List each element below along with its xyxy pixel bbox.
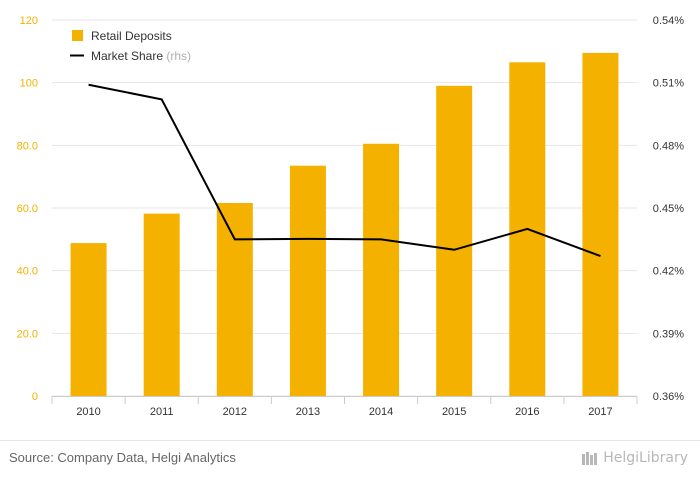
bar: [216, 202, 253, 396]
x-tick-label: 2014: [369, 406, 393, 418]
chart: 0 0.36% 20.0 0.39% 40.0 0.42% 60.0 0.45% 80.0 0.4…: [17, 15, 685, 418]
y-left-tick-label: 100: [20, 78, 38, 90]
y-left-tick-label: 40.0: [17, 266, 38, 278]
chart-svg: 0 0.36% 20.0 0.39% 40.0 0.42% 60.0 0.45% 80.0 0.4…: [17, 15, 685, 418]
x-tick-label: 2010: [76, 406, 100, 418]
legend-label-market-share: Market Share (rhs): [91, 49, 191, 63]
y-right-tick-label: 0.45%: [653, 203, 684, 215]
y-right-tick-label: 0.54%: [653, 15, 684, 27]
y-left-tick-label: 60.0: [17, 203, 38, 215]
bar: [143, 213, 180, 396]
y-right-tick-label: 0.51%: [653, 78, 684, 90]
y-left-tick-label: 120: [20, 15, 38, 27]
x-tick-label: 2012: [223, 406, 247, 418]
y-right-tick-label: 0.39%: [653, 328, 684, 340]
y-left-tick-label: 80.0: [17, 140, 38, 152]
x-tick-label: 2011: [150, 406, 174, 418]
footer-divider: [0, 440, 700, 441]
bar: [363, 143, 400, 396]
legend-label-retail-deposits: Retail Deposits: [91, 29, 172, 43]
bar: [582, 52, 619, 397]
x-tick-label: 2016: [515, 406, 539, 418]
bar: [289, 165, 326, 396]
x-tick-label: 2015: [442, 406, 466, 418]
y-left-tick-label: 20.0: [17, 328, 38, 340]
market-share-line: [88, 83, 601, 257]
x-tick-label: 2013: [296, 406, 320, 418]
y-right-tick-label: 0.48%: [653, 140, 684, 152]
legend-swatch-retail-deposits: [72, 30, 83, 41]
y-left-tick-label: 0: [32, 391, 38, 403]
bar: [70, 243, 107, 396]
y-right-tick-label: 0.42%: [653, 266, 684, 278]
y-right-tick-label: 0.36%: [653, 391, 684, 403]
x-tick-label: 2017: [588, 406, 612, 418]
brand-logo[interactable]: HelgiLibrary: [581, 450, 688, 466]
footer: Source: Company Data, Helgi Analytics He…: [0, 440, 700, 483]
library-icon: [582, 452, 598, 465]
source-text: Source: Company Data, Helgi Analytics: [9, 450, 236, 465]
brand-name: HelgiLibrary: [603, 450, 688, 466]
bar: [436, 85, 473, 397]
